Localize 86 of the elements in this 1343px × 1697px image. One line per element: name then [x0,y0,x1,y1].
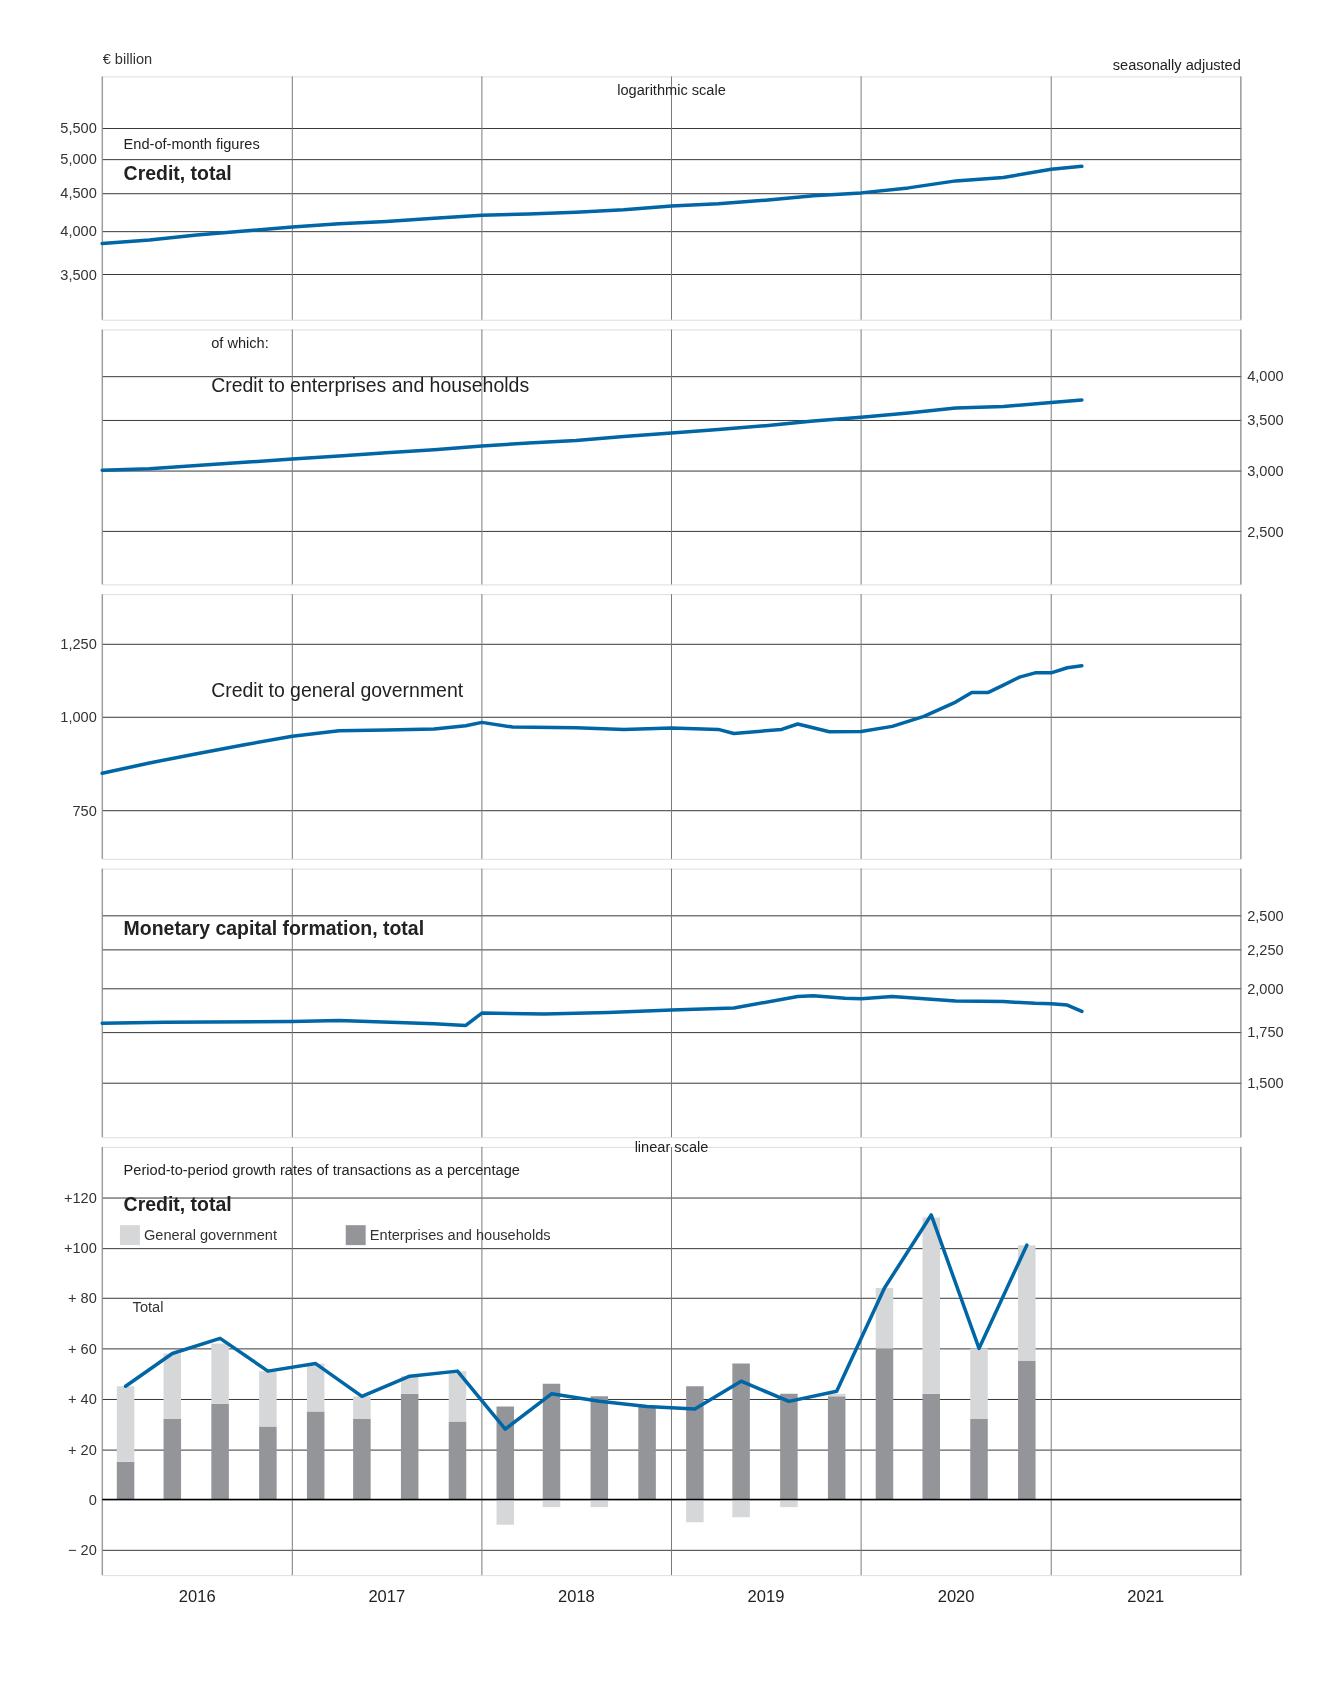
bar [970,1418,988,1500]
text: End-of-month figures [123,136,260,153]
y2-tick-label: 2,250 [1247,942,1284,959]
bar [400,1393,419,1500]
bar [732,1363,750,1500]
bar [922,1393,940,1500]
bar [496,1499,515,1525]
y-tick-label: + 80 [68,1290,97,1307]
text: Credit to enterprises and households [211,373,530,396]
line-series [100,993,1084,1028]
bar [686,1386,704,1500]
y-tick-label: 5,000 [60,151,97,168]
bar [1018,1245,1036,1362]
y2-tick-label: 2,500 [1247,523,1284,540]
bar [875,1288,894,1349]
text: Credit, total [123,1193,232,1216]
y-tick-label: 750 [72,802,97,819]
bar [259,1371,277,1427]
y2-tick-label: 3,500 [1247,412,1284,429]
bar [211,1343,229,1404]
bar [780,1393,798,1500]
bar [116,1386,135,1462]
y-tick-label: + 40 [68,1391,97,1408]
y-tick-label: + 20 [68,1441,97,1458]
bar [496,1406,515,1500]
text: Monetary capital formation, total [123,916,425,939]
bar [638,1406,656,1500]
bar [353,1396,371,1419]
y-tick-label: 1,000 [60,708,97,725]
y2-tick-label: 1,500 [1247,1074,1284,1091]
bar [116,1461,135,1500]
bar [448,1371,467,1422]
bar [259,1426,277,1500]
y-axis-title: € billion [102,51,153,68]
chart-subtitle: of which: [211,334,269,351]
y2-tick-label: 4,000 [1247,368,1284,385]
text: Period-to-period growth rates of transactions as a percentage [123,1162,520,1179]
bar [827,1396,846,1500]
bar [306,1411,325,1500]
y-tick-label: 4,000 [60,223,97,240]
bar [353,1418,371,1500]
y2-tick-label: 2,000 [1247,980,1284,997]
x-tick-label: 2020 [937,1586,975,1606]
text: Credit to general government [211,679,464,702]
bar [163,1418,182,1500]
y-tick-label: +100 [63,1240,97,1257]
bar [163,1353,182,1419]
bar [1018,1361,1036,1500]
y-tick-label: + 60 [68,1340,97,1357]
y-tick-label: − 20 [68,1542,97,1559]
y-tick-label: 1,250 [60,636,97,653]
legend-label: General government [144,1227,277,1244]
x-tick-label: 2017 [368,1586,406,1606]
line-series [100,164,1084,246]
x-tick-label: 2021 [1127,1586,1165,1606]
legend-label: Enterprises and households [369,1227,551,1244]
x-tick-label: 2019 [747,1586,785,1606]
bar [448,1421,467,1500]
bar [686,1499,704,1523]
y2-tick-label: 3,000 [1247,463,1284,480]
y-tick-label: +120 [63,1189,97,1206]
bar [211,1403,229,1500]
line-series [100,664,1084,776]
bar [875,1348,894,1500]
bar [780,1499,798,1508]
text: Total [132,1298,164,1315]
bar [590,1396,609,1500]
y-tick-label: 4,500 [60,185,97,202]
y2-tick-label: 1,750 [1247,1024,1284,1041]
bar [922,1217,940,1394]
bar [542,1383,561,1500]
annotation: linear scale [634,1138,709,1155]
bar [590,1499,609,1508]
bar [970,1348,988,1419]
x-tick-label: 2016 [178,1586,216,1606]
bar [732,1499,750,1518]
y-tick-label: 5,500 [60,120,97,137]
y2-tick-label: 2,500 [1247,907,1284,924]
text: seasonally adjusted [1112,56,1241,73]
text: Credit, total [123,161,232,184]
line-series [100,398,1084,472]
line-series [123,1213,1029,1431]
bar [542,1499,561,1508]
y-tick-label: 0 [88,1491,97,1508]
y-tick-label: 3,500 [60,266,97,283]
x-tick-label: 2018 [558,1586,595,1606]
